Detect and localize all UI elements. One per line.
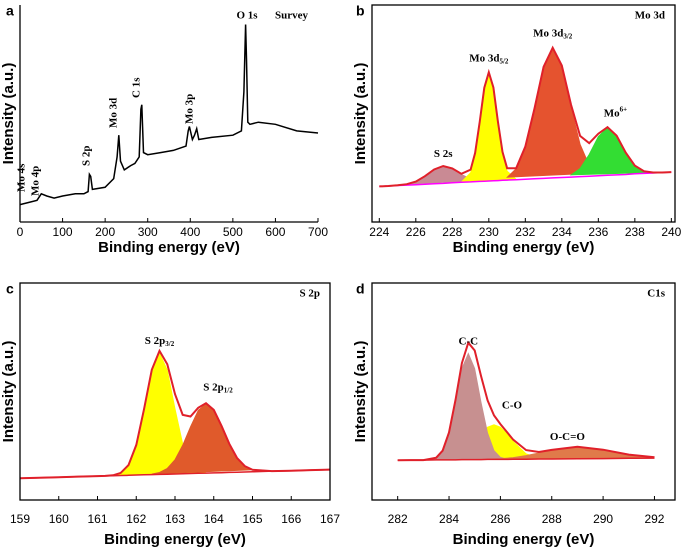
x-tick-label: 100 bbox=[53, 225, 73, 239]
x-tick-label: 165 bbox=[242, 512, 262, 526]
peak-label: Mo 4s bbox=[16, 163, 28, 192]
y-axis-title: Intensity (a.u.) bbox=[0, 341, 17, 443]
x-tick-label: 160 bbox=[49, 512, 69, 526]
peak-label: S 2p bbox=[81, 146, 93, 167]
x-tick-label: 282 bbox=[388, 512, 408, 526]
panel-letter: d bbox=[356, 281, 365, 297]
x-tick-label: 230 bbox=[479, 225, 499, 239]
x-tick-label: 288 bbox=[542, 512, 562, 526]
peak-label: Mo 3d3/2 bbox=[533, 27, 573, 40]
panel-title: Survey bbox=[275, 10, 309, 22]
peak-label-sub: 3/2 bbox=[563, 32, 572, 40]
x-tick-label: 228 bbox=[442, 225, 462, 239]
peak-label-sup: 6+ bbox=[620, 105, 628, 113]
spectrum-line bbox=[19, 24, 319, 206]
y-axis-title: Intensity (a.u.) bbox=[352, 341, 369, 443]
peak-label-sub: 1/2 bbox=[224, 386, 233, 394]
x-tick-label: 236 bbox=[588, 225, 608, 239]
peak-label: Mo6+ bbox=[604, 105, 627, 119]
x-tick-label: 232 bbox=[515, 225, 535, 239]
peak-label: C-C bbox=[459, 335, 479, 347]
peak-label: Mo 4p bbox=[30, 166, 42, 196]
x-tick-label: 162 bbox=[126, 512, 146, 526]
peak-label: S 2s bbox=[434, 148, 453, 160]
peak-label: Mo 3d bbox=[108, 98, 120, 128]
x-tick-label: 161 bbox=[87, 512, 107, 526]
x-tick-label: 600 bbox=[265, 225, 285, 239]
peak-label: Mo 3d5/2 bbox=[469, 52, 509, 65]
peak-label: S 2p1/2 bbox=[203, 381, 233, 394]
envelope-line bbox=[397, 340, 655, 462]
peak-label-main: Mo 3d bbox=[533, 27, 563, 39]
panel-letter: c bbox=[6, 281, 14, 297]
y-axis-title: Intensity (a.u.) bbox=[352, 63, 369, 165]
peak-label: C 1s bbox=[131, 77, 143, 98]
x-tick-label: 240 bbox=[661, 225, 681, 239]
peak-label-main: C-C bbox=[459, 335, 479, 347]
peak-label-main: S 2s bbox=[434, 148, 453, 160]
plot-frame bbox=[371, 4, 676, 223]
peak-label-sub: 3/2 bbox=[165, 339, 174, 347]
x-tick-label: 290 bbox=[593, 512, 613, 526]
peak-label-main: S 2p bbox=[145, 334, 166, 346]
y-axis-title: Intensity (a.u.) bbox=[0, 63, 17, 165]
envelope-line bbox=[19, 348, 331, 480]
panel-title: C1s bbox=[647, 288, 665, 300]
peak-label-main: O-C=O bbox=[550, 430, 585, 442]
x-tick-label: 284 bbox=[439, 512, 459, 526]
peak-label-sub: 5/2 bbox=[499, 57, 508, 65]
peak-label-main: C-O bbox=[502, 399, 523, 411]
panel-letter: a bbox=[6, 3, 14, 19]
peak-label-main: Mo bbox=[604, 107, 620, 119]
x-tick-label: 226 bbox=[406, 225, 426, 239]
x-tick-label: 700 bbox=[308, 225, 328, 239]
component-fill bbox=[460, 71, 518, 183]
x-tick-label: 238 bbox=[625, 225, 645, 239]
peak-label: O 1s bbox=[236, 10, 258, 22]
x-tick-label: 166 bbox=[281, 512, 301, 526]
x-tick-label: 286 bbox=[490, 512, 510, 526]
x-axis-title: Binding energy (eV) bbox=[453, 239, 595, 256]
x-tick-label: 224 bbox=[369, 225, 389, 239]
peak-label: O-C=O bbox=[550, 430, 585, 442]
plot-frame bbox=[371, 282, 676, 501]
background-line bbox=[379, 171, 672, 188]
x-axis-title: Binding energy (eV) bbox=[453, 531, 595, 548]
x-tick-label: 164 bbox=[204, 512, 224, 526]
envelope-line bbox=[379, 45, 672, 188]
x-tick-label: 400 bbox=[180, 225, 200, 239]
background-line bbox=[397, 457, 655, 462]
panel-title: S 2p bbox=[300, 288, 321, 300]
panel-letter: b bbox=[356, 3, 365, 19]
x-axis-title: Binding energy (eV) bbox=[104, 531, 246, 548]
x-tick-label: 292 bbox=[644, 512, 664, 526]
peak-label-main: S 2p bbox=[203, 381, 224, 393]
x-tick-label: 163 bbox=[165, 512, 185, 526]
x-tick-label: 234 bbox=[552, 225, 572, 239]
peak-label-main: Mo 3d bbox=[469, 52, 499, 64]
x-axis-title: Binding energy (eV) bbox=[98, 239, 240, 256]
x-tick-label: 300 bbox=[138, 225, 158, 239]
x-tick-label: 0 bbox=[17, 225, 24, 239]
x-tick-label: 500 bbox=[223, 225, 243, 239]
peak-label: C-O bbox=[502, 399, 523, 411]
x-tick-label: 200 bbox=[95, 225, 115, 239]
peak-label: Mo 3p bbox=[184, 94, 196, 124]
x-tick-label: 159 bbox=[10, 512, 30, 526]
peak-label: S 2p3/2 bbox=[145, 334, 175, 347]
panel-title: Mo 3d bbox=[635, 10, 665, 22]
x-tick-label: 167 bbox=[320, 512, 340, 526]
